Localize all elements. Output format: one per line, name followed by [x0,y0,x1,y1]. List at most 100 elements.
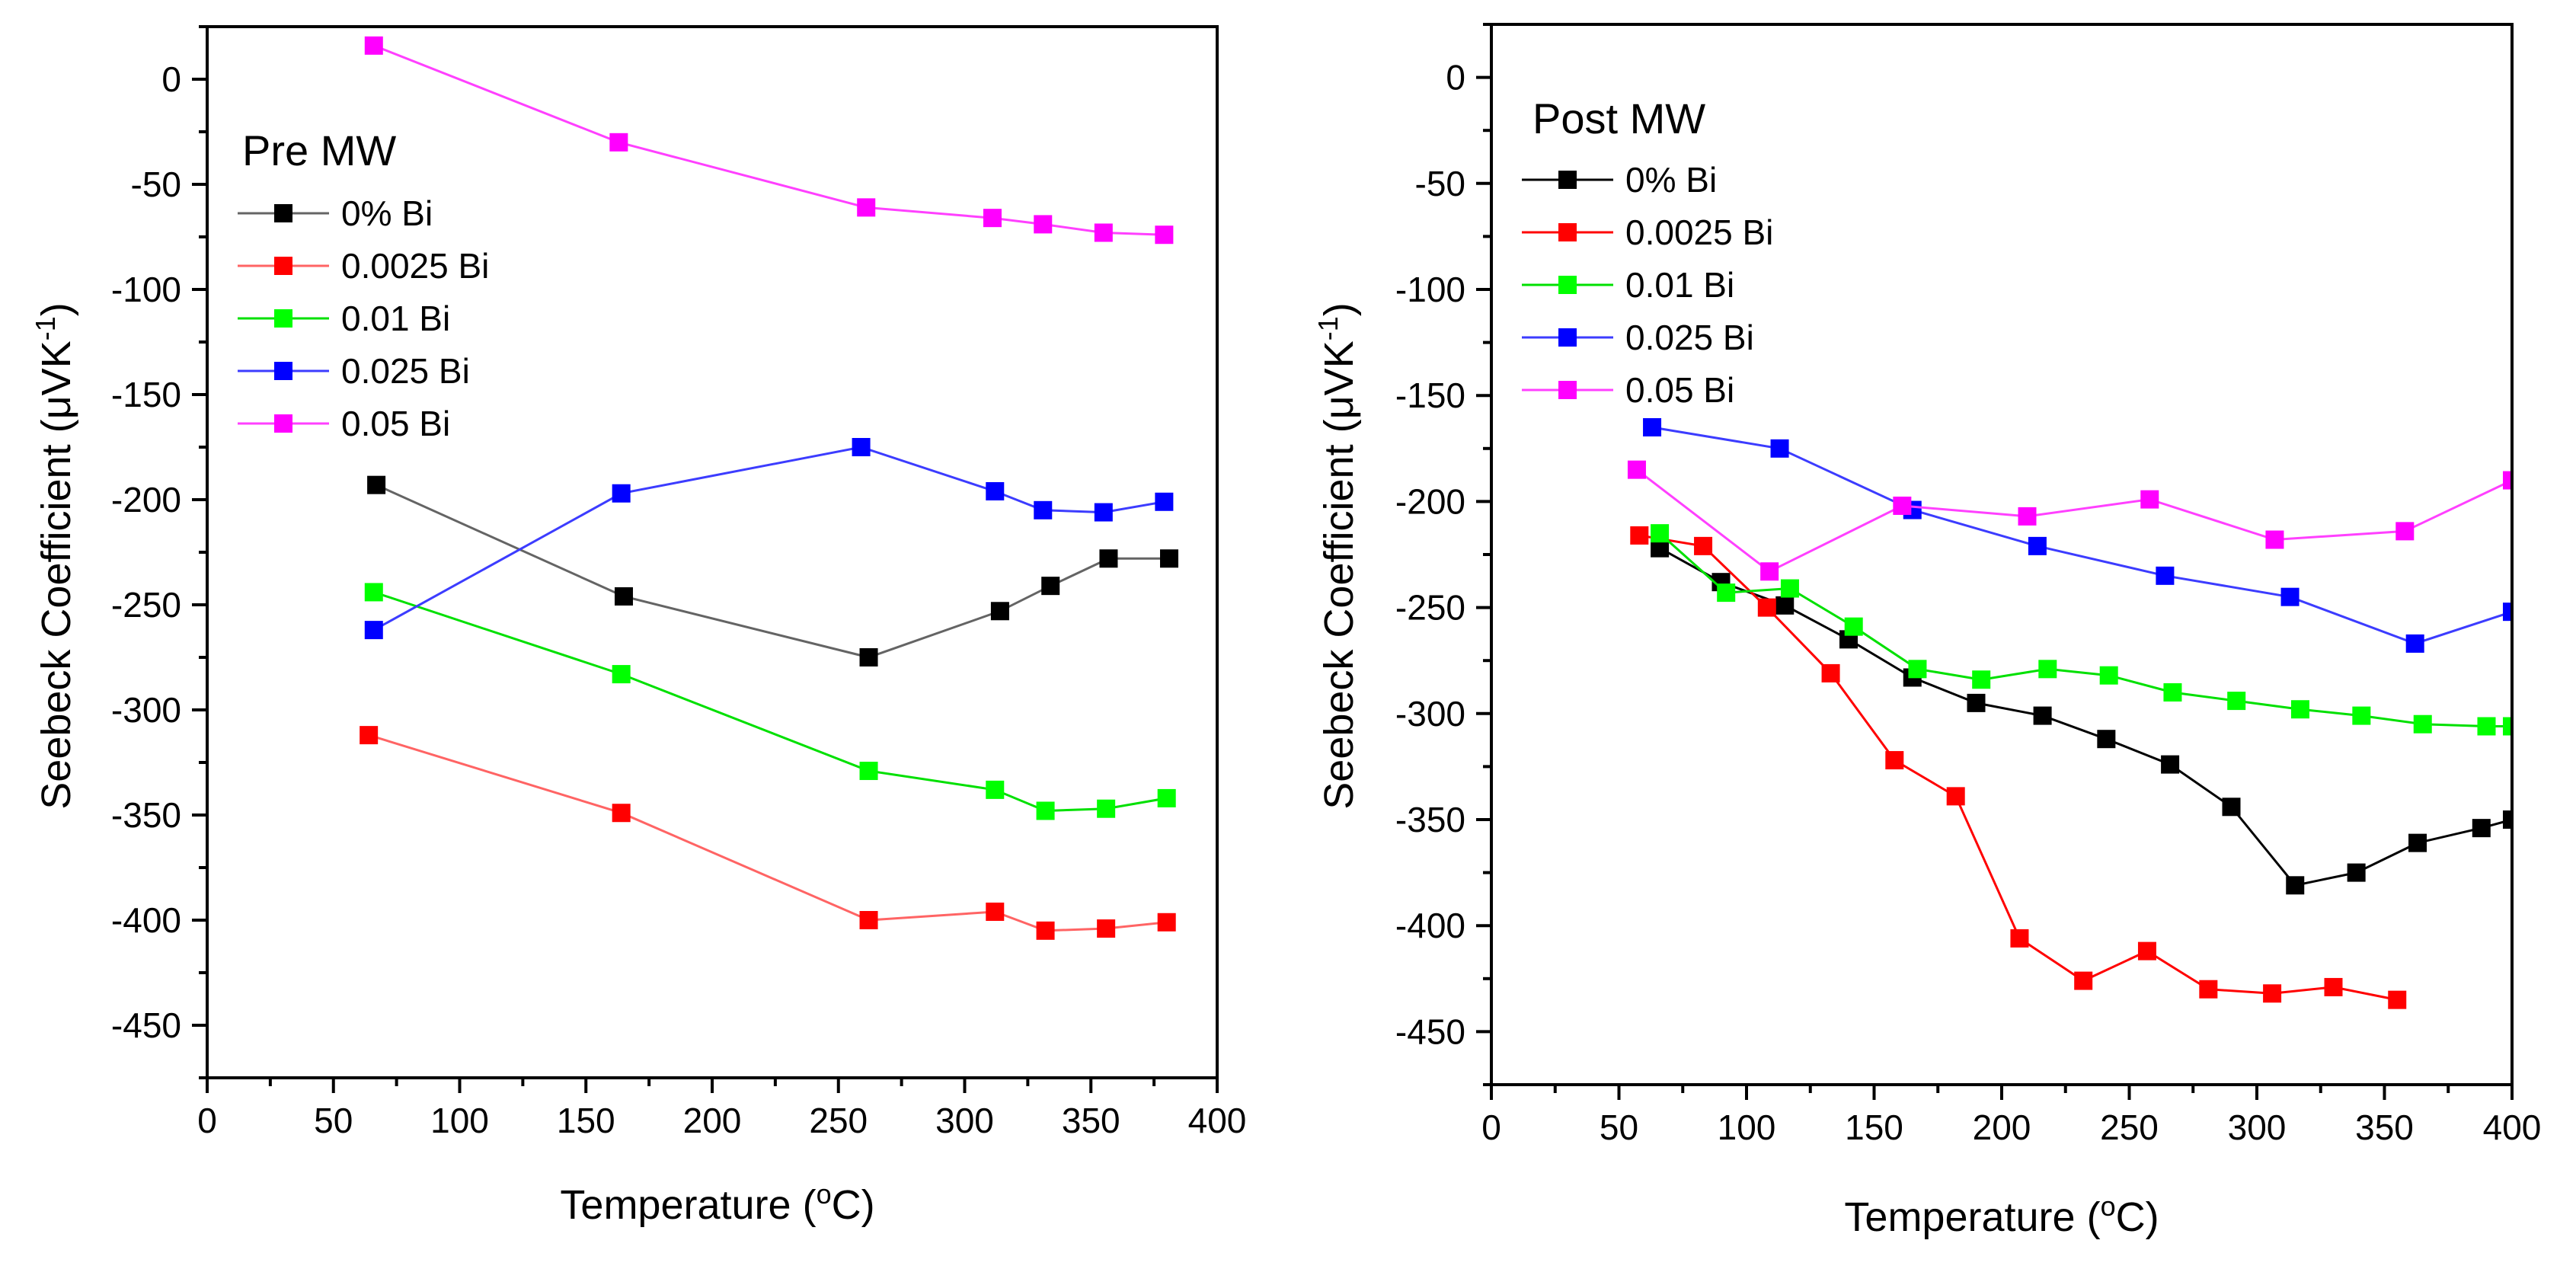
series-0-0025-bi [1630,526,2407,1009]
post-mw-data-layer [1627,417,2514,1009]
data-point-0-0025-bi [1097,919,1116,938]
legend-label: 0.0025 Bi [341,246,489,286]
data-point-0pct-bi [2286,876,2305,895]
y-tick-label: -50 [1415,164,1465,203]
legend-label: 0% Bi [341,193,433,233]
data-point-0-01-bi [1157,788,1176,807]
data-point-0-01-bi [1908,660,1927,679]
pre-mw-y-axis-title: Seebeck Coefficient (μVK-1) [30,302,79,809]
data-point-0-05-bi [983,209,1002,228]
x-tick-label: 200 [1973,1108,2031,1147]
legend-item-0pct-bi: 0% Bi [1522,160,1717,200]
data-point-0pct-bi [2161,755,2180,774]
data-point-0pct-bi [1775,596,1795,615]
legend-item-0pct-bi: 0% Bi [238,193,433,233]
data-point-0pct-bi [1099,549,1118,568]
data-point-0-025-bi [2156,566,2175,585]
data-point-0-01-bi [986,780,1005,799]
legend-item-0-025-bi: 0.025 Bi [1522,318,1754,357]
data-point-0-05-bi [1155,225,1174,245]
x-tick-label: 300 [935,1101,994,1140]
data-point-0-025-bi [1155,492,1174,511]
legend-item-0-05-bi: 0.05 Bi [1522,370,1734,410]
data-point-0-01-bi [364,583,383,602]
data-point-0-025-bi [364,621,383,640]
data-point-0pct-bi [2408,833,2427,852]
y-tick-label: -100 [1395,270,1465,309]
data-point-0-05-bi [364,36,383,55]
data-point-0-0025-bi [2263,984,2282,1003]
data-point-0-01-bi [2099,666,2118,685]
data-point-0-05-bi [1627,460,1646,479]
data-point-0-025-bi [2280,587,2300,606]
data-point-0-01-bi [2163,682,2182,702]
x-tick-label: 50 [314,1101,353,1140]
x-tick-label: 300 [2228,1108,2287,1147]
data-point-0-0025-bi [2388,990,2407,1009]
post-mw-chart: 0 50 100 150 200 250 300 350 400 0 -50 -100 -150 -200… [1312,23,2541,1240]
y-tick-label: -200 [1395,481,1465,521]
data-point-0-01-bi [1717,583,1736,603]
data-point-0-05-bi [609,133,628,152]
legend-item-0-0025-bi: 0.0025 Bi [1522,213,1773,252]
legend-item-0-05-bi: 0.05 Bi [238,404,450,443]
x-tick-label: 200 [683,1101,742,1140]
data-point-0-01-bi [2352,706,2371,725]
y-tick-label: -50 [131,165,181,204]
data-point-0-025-bi [1770,439,1789,458]
legend-label: 0.025 Bi [1625,318,1754,357]
data-point-0-0025-bi [2074,971,2093,990]
data-point-0-01-bi [1780,579,1799,598]
legend-marker [1558,328,1577,347]
data-point-0-05-bi [857,198,876,217]
pre-mw-panel-label: Pre MW [242,126,396,174]
post-mw-y-axis-title: Seebeck Coefficient (μVK-1) [1312,302,1362,809]
data-point-0-025-bi [2405,634,2424,653]
legend-label: 0.01 Bi [1625,265,1734,305]
data-point-0-05-bi [2018,507,2037,526]
post-mw-panel-label: Post MW [1532,94,1705,142]
data-point-0pct-bi [1967,693,1986,712]
y-tick-label: -300 [111,690,181,730]
y-tick-label: -350 [1395,800,1465,839]
legend-item-0-01-bi: 0.01 Bi [238,299,450,338]
data-point-0-01-bi [1844,617,1863,636]
data-point-0pct-bi [859,648,878,666]
data-point-0pct-bi [990,602,1009,621]
x-tick-label: 350 [2355,1108,2414,1147]
series-0pct-bi [367,475,1179,666]
series-0-0025-bi [360,726,1176,940]
data-point-0-01-bi [2477,717,2496,736]
x-tick-label: 150 [557,1101,615,1140]
pre-mw-chart: 0 50 100 150 200 250 300 350 400 0 -50 -100 -150 -200… [30,25,1246,1228]
data-point-0-0025-bi [986,902,1005,921]
pre-mw-legend: 0% Bi 0.0025 Bi 0.01 Bi 0.025 Bi 0.05 Bi [238,193,489,443]
data-point-0-0025-bi [859,911,878,929]
series-line-0-01-bi [373,590,1167,813]
y-tick-label: -200 [111,480,181,519]
legend-label: 0.01 Bi [341,299,450,338]
data-point-0-01-bi [2290,700,2309,719]
series-0-05-bi [364,36,1174,245]
series-line-0-05-bi [373,44,1165,236]
data-point-0-01-bi [2038,660,2057,679]
data-point-0-0025-bi [1821,663,1840,682]
data-point-0-0025-bi [2199,980,2218,999]
pre-mw-plot-frame [206,25,1219,1079]
legend-item-0-01-bi: 0.01 Bi [1522,265,1734,305]
data-point-0-025-bi [1094,503,1113,522]
series-0-05-bi [1627,460,2514,581]
data-point-0-0025-bi [1757,598,1776,617]
x-tick-label: 0 [197,1101,217,1140]
data-point-0-01-bi [1036,801,1055,820]
pre-mw-data-layer [360,36,1179,940]
data-point-0-01-bi [859,762,878,781]
data-point-0-025-bi [1643,417,1662,436]
data-point-0pct-bi [1041,577,1060,596]
data-point-0-05-bi [1094,223,1113,242]
data-point-0-0025-bi [612,804,631,823]
legend-marker [1558,381,1577,399]
x-tick-label: 100 [430,1101,489,1140]
data-point-0-01-bi [1097,799,1116,818]
